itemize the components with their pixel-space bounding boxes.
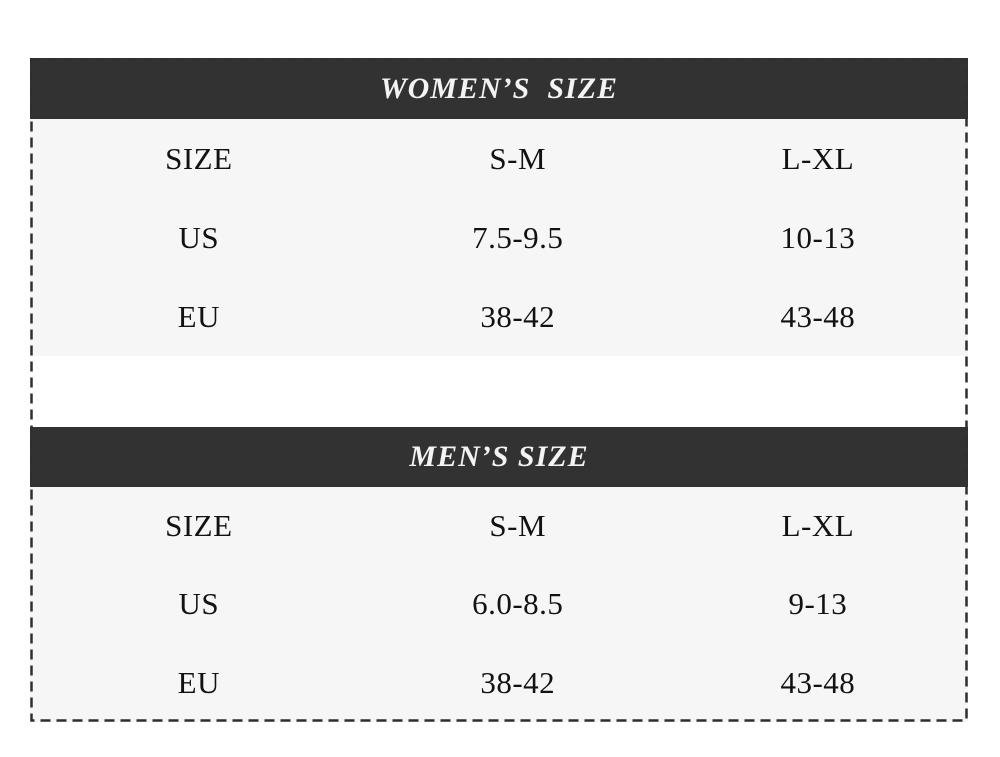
table-cell: US bbox=[178, 586, 220, 622]
table-cell: EU bbox=[177, 298, 220, 334]
mens-size-body: SIZE S-M L-XL US 6.0-8.5 9-13 EU 38-42 4… bbox=[30, 487, 968, 722]
mens-size-header: MEN’S SIZE bbox=[30, 427, 968, 487]
table-cell: L-XL bbox=[781, 508, 855, 544]
table-cell: 9-13 bbox=[788, 586, 848, 622]
table-cell: L-XL bbox=[781, 140, 855, 176]
womens-size-title: WOMEN’S SIZE bbox=[379, 71, 619, 105]
size-chart-panel: WOMEN’S SIZE SIZE S-M L-XL US 7.5-9.5 10… bbox=[30, 58, 968, 722]
womens-size-body: SIZE S-M L-XL US 7.5-9.5 10-13 EU 38-42 … bbox=[30, 119, 968, 356]
table-cell: 43-48 bbox=[780, 664, 856, 700]
table-cell: US bbox=[178, 219, 220, 255]
womens-size-table: WOMEN’S SIZE SIZE S-M L-XL US 7.5-9.5 10… bbox=[30, 58, 968, 356]
table-cell: 43-48 bbox=[780, 298, 856, 334]
table-cell: 6.0-8.5 bbox=[472, 586, 564, 622]
womens-size-header: WOMEN’S SIZE bbox=[30, 58, 968, 119]
table-cell: 38-42 bbox=[480, 664, 556, 700]
table-cell: 10-13 bbox=[780, 219, 856, 255]
section-gap bbox=[30, 356, 968, 427]
mens-size-table: MEN’S SIZE SIZE S-M L-XL US 6.0-8.5 9-13… bbox=[30, 427, 968, 722]
table-cell: 7.5-9.5 bbox=[472, 219, 564, 255]
mens-size-title: MEN’S SIZE bbox=[409, 440, 589, 473]
table-cell: SIZE bbox=[165, 508, 233, 544]
table-cell: S-M bbox=[489, 508, 547, 544]
table-cell: SIZE bbox=[165, 140, 233, 176]
table-cell: S-M bbox=[489, 140, 547, 176]
table-cell: EU bbox=[177, 664, 220, 700]
table-cell: 38-42 bbox=[480, 298, 556, 334]
